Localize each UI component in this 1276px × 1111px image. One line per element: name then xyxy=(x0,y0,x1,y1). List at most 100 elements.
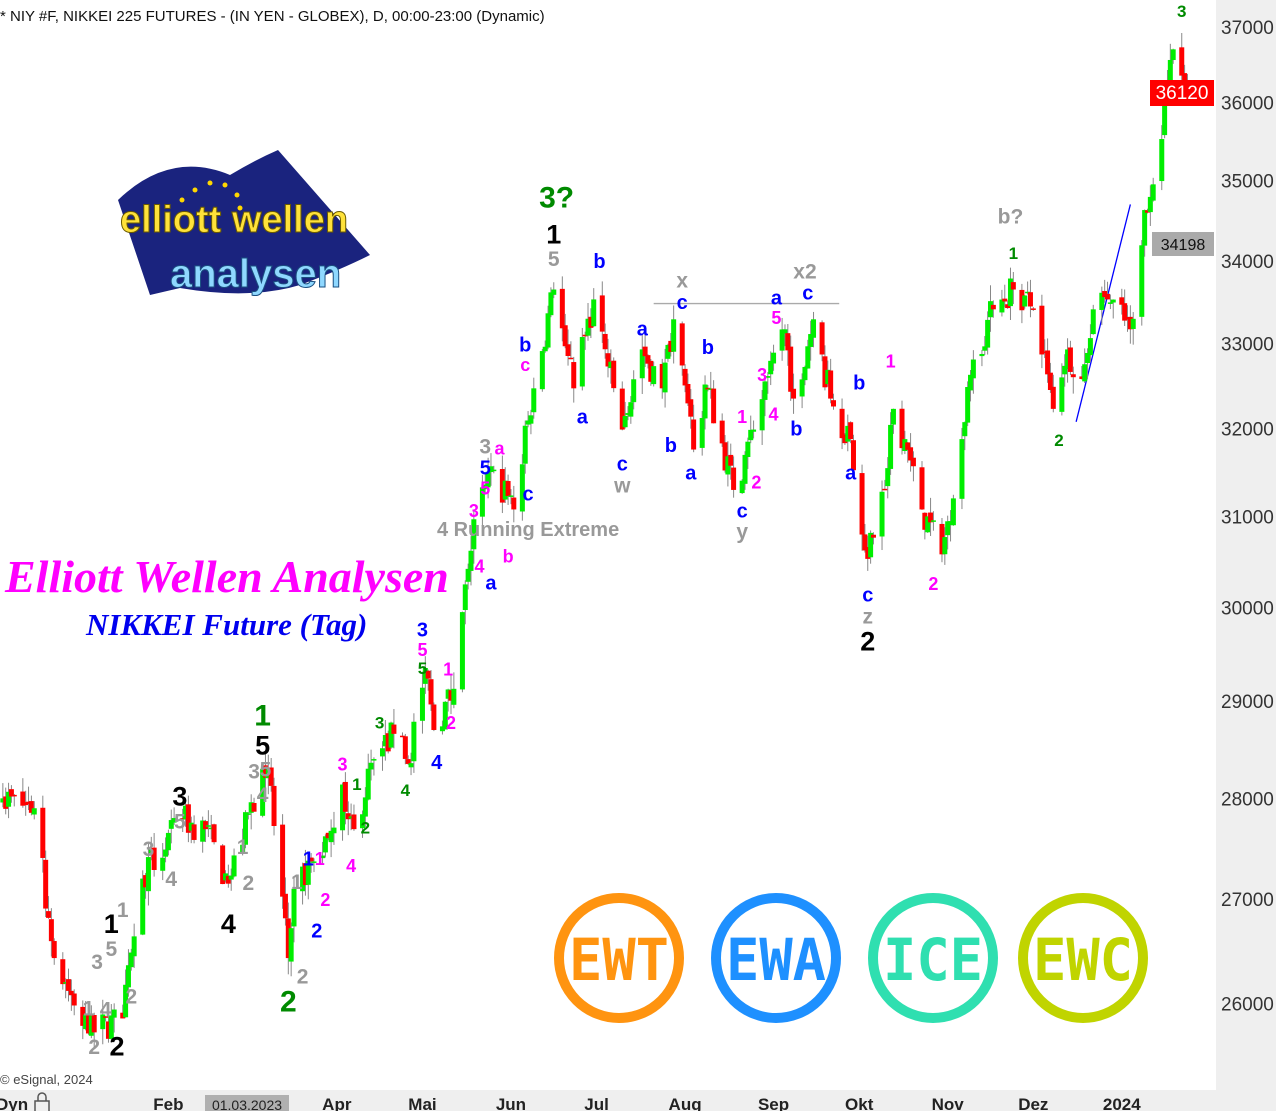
price-tick-label: 27000 xyxy=(1221,890,1274,911)
candle-up xyxy=(948,521,954,526)
candle-up xyxy=(965,387,971,423)
candle-up xyxy=(1025,291,1031,294)
wave-label: 4 xyxy=(346,856,356,876)
wave-label: 4 xyxy=(100,998,112,1021)
wave-label: 2 xyxy=(125,986,137,1009)
candle-up xyxy=(622,415,628,428)
wave-label: a xyxy=(495,438,506,458)
candle-up xyxy=(1142,210,1148,246)
candle-down xyxy=(1127,316,1133,330)
wave-label: y xyxy=(736,520,748,543)
candle-down xyxy=(391,724,397,734)
candle-up xyxy=(245,813,251,815)
candle-down xyxy=(46,911,52,918)
candle-up xyxy=(999,299,1005,313)
candle-up xyxy=(1167,59,1173,90)
candle-up xyxy=(482,484,488,490)
candle-down xyxy=(731,467,737,490)
wave-label: a xyxy=(637,318,649,340)
wave-label: 5 xyxy=(255,731,270,761)
candle-down xyxy=(23,802,29,806)
month-tick-label: Apr xyxy=(322,1095,352,1111)
wave-label: 5 xyxy=(260,759,272,782)
candle-down xyxy=(425,670,431,679)
candle-up xyxy=(205,825,211,827)
candle-up xyxy=(771,352,777,364)
candle-up xyxy=(188,822,194,831)
wave-label: 4 xyxy=(401,781,411,800)
candle-down xyxy=(559,288,565,329)
candle-down xyxy=(103,1016,109,1018)
candle-down xyxy=(1102,291,1108,298)
candle-down xyxy=(1039,305,1045,355)
candle-up xyxy=(782,329,788,334)
candle-down xyxy=(220,845,226,885)
candle-down xyxy=(619,388,625,430)
candle-up xyxy=(930,520,936,522)
marker-price-tag: 34198 xyxy=(1152,232,1214,256)
candle-down xyxy=(203,821,209,830)
brand-title: Elliott Wellen Analysen xyxy=(5,551,449,602)
candle-down xyxy=(48,919,54,942)
candle-down xyxy=(43,859,49,909)
candle-up xyxy=(331,827,337,834)
candle-up xyxy=(168,820,174,829)
candle-up xyxy=(83,1014,89,1030)
wave-label: 3 xyxy=(172,781,187,811)
wave-label: 4 xyxy=(769,405,779,425)
wave-label: b xyxy=(790,419,802,441)
candle-down xyxy=(919,467,925,510)
wave-label: 3 xyxy=(248,761,260,784)
candle-up xyxy=(411,721,417,762)
candle-down xyxy=(910,457,916,467)
candle-up xyxy=(165,832,171,851)
candle-up xyxy=(885,468,891,487)
candle-down xyxy=(505,481,511,497)
time-axis[interactable] xyxy=(0,1090,1276,1111)
candle-down xyxy=(1070,374,1076,378)
candle-up xyxy=(1162,101,1168,136)
candle-up xyxy=(759,399,765,431)
candle-up xyxy=(548,292,554,316)
candle-down xyxy=(105,1021,111,1039)
wave-label: b xyxy=(665,435,677,457)
wave-label: 5 xyxy=(418,659,427,678)
wave-label: 2 xyxy=(361,819,370,838)
drawn-lines xyxy=(653,204,1131,422)
wave-label: 1 xyxy=(291,871,303,894)
candle-up xyxy=(1170,49,1176,61)
wave-label: a xyxy=(577,407,589,429)
candle-down xyxy=(685,383,691,404)
candle-down xyxy=(905,442,911,450)
lock-icon[interactable] xyxy=(34,1092,50,1111)
wave-label: 5 xyxy=(174,811,186,834)
wave-label: 5 xyxy=(480,458,491,480)
candle-up xyxy=(748,429,754,441)
copyright: © eSignal, 2024 xyxy=(0,1072,93,1087)
candle-down xyxy=(120,1012,126,1019)
candle-down xyxy=(151,847,157,870)
candle-up xyxy=(145,857,151,892)
candle-up xyxy=(962,422,968,437)
badge-ewc: EWC xyxy=(1033,926,1133,994)
wave-label: 2 xyxy=(751,472,761,492)
candle-down xyxy=(719,420,725,444)
candle-down xyxy=(648,360,654,382)
wave-label: 1 xyxy=(737,407,747,427)
candle-down xyxy=(1002,298,1008,302)
price-tick-label: 28000 xyxy=(1221,789,1274,810)
candle-up xyxy=(128,952,134,968)
candle-up xyxy=(950,498,956,526)
price-axis[interactable] xyxy=(1216,0,1276,1111)
wave-label: c xyxy=(677,292,688,314)
candle-up xyxy=(879,491,885,537)
candle-up xyxy=(1082,364,1088,382)
wave-label: 3 xyxy=(417,620,428,642)
wave-label: 3 xyxy=(1177,2,1186,21)
wave-label: c xyxy=(737,500,748,522)
candle-down xyxy=(448,690,454,701)
candle-down xyxy=(571,362,577,389)
candle-up xyxy=(890,408,896,425)
candle-up xyxy=(63,982,69,984)
